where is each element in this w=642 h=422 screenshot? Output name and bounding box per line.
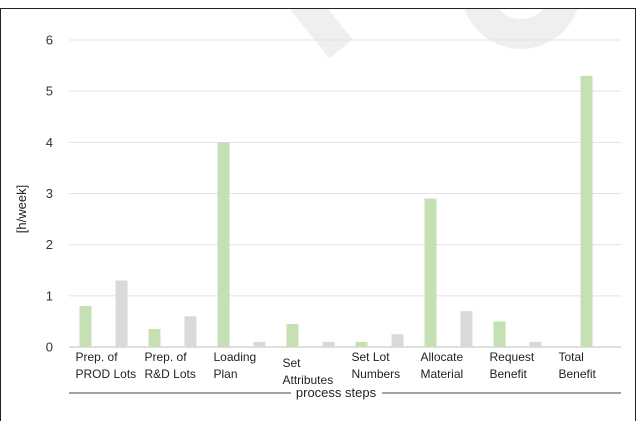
category-label: Plan [214,367,238,381]
category-label: Set [283,356,302,370]
y-tick-label: 5 [46,84,53,99]
bar [355,341,368,347]
bar [115,280,128,347]
bar [253,341,266,347]
y-axis-ticks: 0 1 2 3 4 5 6 [46,33,53,355]
category-label: Set Lot [352,350,391,364]
bar [148,329,161,347]
y-tick-label: 4 [46,135,53,150]
category-label: Loading [214,350,257,364]
y-tick-label: 3 [46,186,53,201]
bar [493,321,506,347]
bar [79,306,92,347]
gridlines [69,39,621,348]
category-label: Prep. of [76,350,119,364]
category-labels: Prep. of PROD Lots Prep. of R&D Lots Loading… [76,350,597,387]
y-tick-label: 0 [46,340,53,355]
bar [322,341,335,347]
x-axis-title: process steps [296,385,377,400]
category-label: Material [421,367,464,381]
category-label: Benefit [490,367,528,381]
category-label: Attributes [283,373,334,387]
category-label: Benefit [559,367,597,381]
bar [391,334,404,347]
bar [529,341,542,347]
category-label: Prep. of [145,350,188,364]
category-label: Numbers [352,367,401,381]
bar [184,316,197,347]
y-axis-title: [h/week] [14,185,29,233]
bar [460,311,473,347]
category-label: Total [559,350,584,364]
bar [286,323,299,347]
bar-chart: 0 1 2 3 4 5 6 Prep. of PROD Lots Prep. of R&D Lot… [14,9,621,400]
watermark [289,9,578,59]
bar [580,75,593,348]
y-tick-label: 1 [46,288,53,303]
chart-frame: 0 1 2 3 4 5 6 Prep. of PROD Lots Prep. of R&D Lot… [0,8,636,421]
y-tick-label: 6 [46,33,53,48]
category-label: Request [490,350,535,364]
bars [79,75,593,348]
category-label: Allocate [421,350,464,364]
bar [424,198,437,347]
category-label: PROD Lots [76,367,137,381]
category-label: R&D Lots [145,367,196,381]
bar [217,142,230,347]
y-tick-label: 2 [46,237,53,252]
